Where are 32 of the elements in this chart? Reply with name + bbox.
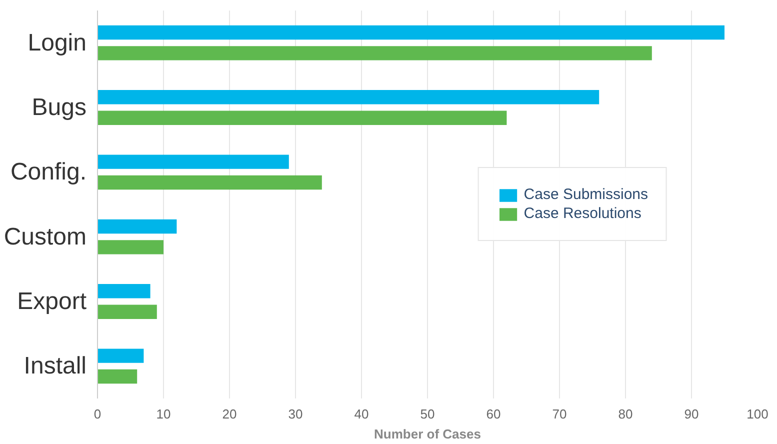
x-tick-label: 70 — [552, 406, 567, 422]
x-tick-label: 20 — [222, 406, 237, 422]
bar — [98, 284, 150, 298]
y-tick-label: Bugs — [32, 94, 86, 121]
y-tick-label: Login — [28, 29, 87, 56]
bar — [98, 25, 724, 40]
bar — [98, 240, 164, 254]
bar — [98, 304, 157, 319]
bar — [98, 369, 138, 384]
bar — [98, 90, 600, 104]
x-tick-label: 40 — [354, 406, 369, 422]
x-tick-label: 50 — [420, 406, 435, 422]
bar — [98, 219, 177, 234]
bar — [98, 348, 144, 363]
bar — [98, 175, 322, 190]
bar — [98, 46, 652, 60]
x-tick-label: 60 — [486, 406, 501, 422]
x-tick-label: 80 — [618, 406, 633, 422]
bar — [98, 154, 289, 169]
legend-label: Case Resolutions — [524, 205, 642, 222]
x-tick-label: 30 — [288, 406, 303, 422]
y-tick-label: Config. — [10, 158, 87, 186]
y-tick-label: Export — [17, 288, 87, 315]
x-tick-label: 10 — [156, 406, 171, 422]
x-tick-label: 90 — [684, 406, 699, 422]
x-tick-label: 0 — [94, 406, 102, 422]
x-axis-title: Number of Cases — [374, 426, 481, 442]
y-tick-label: Custom — [4, 223, 86, 250]
x-tick-label: 100 — [746, 406, 768, 422]
bar — [98, 110, 507, 125]
legend-label: Case Submissions — [524, 186, 648, 203]
y-tick-label: Install — [24, 352, 87, 380]
